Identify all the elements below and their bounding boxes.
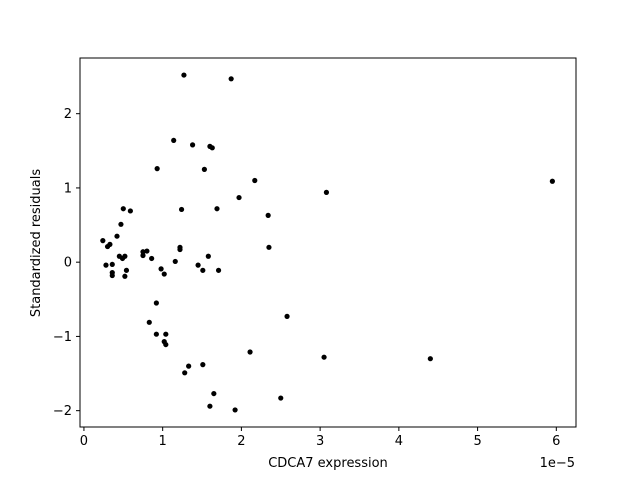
data-point <box>181 72 187 78</box>
data-point <box>214 206 220 212</box>
data-point <box>209 145 215 151</box>
data-point <box>100 238 106 244</box>
data-point <box>321 354 327 360</box>
data-point <box>109 272 115 279</box>
y-tick-label: 1 <box>64 181 72 196</box>
data-point <box>171 137 177 144</box>
data-point <box>140 252 146 259</box>
x-tick-label: 5 <box>473 434 481 449</box>
data-point <box>120 206 126 212</box>
data-point <box>186 363 192 369</box>
data-point <box>195 262 201 268</box>
data-point <box>211 390 217 397</box>
data-point <box>153 331 159 337</box>
data-point <box>178 206 185 213</box>
x-tick-label: 4 <box>395 434 403 449</box>
data-point <box>163 341 169 348</box>
y-axis-label: Standardized residuals <box>29 169 44 317</box>
data-point <box>140 249 146 255</box>
data-point <box>284 313 290 319</box>
data-point <box>247 349 253 355</box>
data-point <box>201 166 207 172</box>
axes-frame <box>79 57 577 428</box>
data-point <box>127 208 133 214</box>
data-point <box>172 258 178 265</box>
y-tick-label: −2 <box>53 404 72 419</box>
data-point <box>163 331 169 337</box>
data-point <box>114 233 120 239</box>
data-point <box>146 319 152 325</box>
y-tick-label: 2 <box>64 107 72 122</box>
data-point <box>109 261 115 268</box>
y-axis-ticks: −2 −1 0 1 2 <box>53 107 80 419</box>
data-point <box>158 266 164 272</box>
data-point <box>236 194 242 201</box>
x-axis-ticks: 0 1 2 3 4 5 6 <box>80 427 560 449</box>
data-point <box>266 244 272 250</box>
data-point <box>154 166 160 172</box>
data-points <box>100 72 555 413</box>
x-tick-label: 2 <box>237 434 245 449</box>
data-point <box>232 407 238 413</box>
plot-area-border <box>79 57 577 428</box>
x-tick-label: 1 <box>159 434 167 449</box>
data-point <box>252 177 258 184</box>
data-point <box>104 243 111 250</box>
data-point <box>189 142 196 148</box>
data-point <box>278 395 284 401</box>
data-point <box>144 248 150 254</box>
data-point <box>182 370 188 376</box>
data-point <box>228 76 234 82</box>
x-axis-scale-offset: 1e−5 <box>540 456 575 471</box>
y-tick-label: −1 <box>53 330 72 345</box>
data-point <box>427 356 433 362</box>
x-tick-label: 3 <box>316 434 324 449</box>
data-point <box>153 300 159 306</box>
data-point <box>549 178 555 184</box>
data-point <box>103 262 109 268</box>
data-point <box>200 362 206 368</box>
y-tick-label: 0 <box>64 256 72 271</box>
x-tick-label: 6 <box>552 434 560 449</box>
data-point <box>215 267 222 273</box>
data-point <box>205 253 211 259</box>
data-point <box>119 255 126 262</box>
data-point <box>177 246 183 253</box>
data-point <box>149 255 155 262</box>
x-axis-label: CDCA7 expression <box>268 456 388 471</box>
data-point <box>122 273 128 279</box>
data-point <box>123 267 130 273</box>
data-point <box>207 403 213 409</box>
data-point <box>200 267 206 273</box>
data-point <box>265 212 271 219</box>
data-point <box>161 271 167 277</box>
x-tick-label: 0 <box>80 434 88 449</box>
data-point <box>118 221 124 227</box>
data-point <box>323 189 330 195</box>
